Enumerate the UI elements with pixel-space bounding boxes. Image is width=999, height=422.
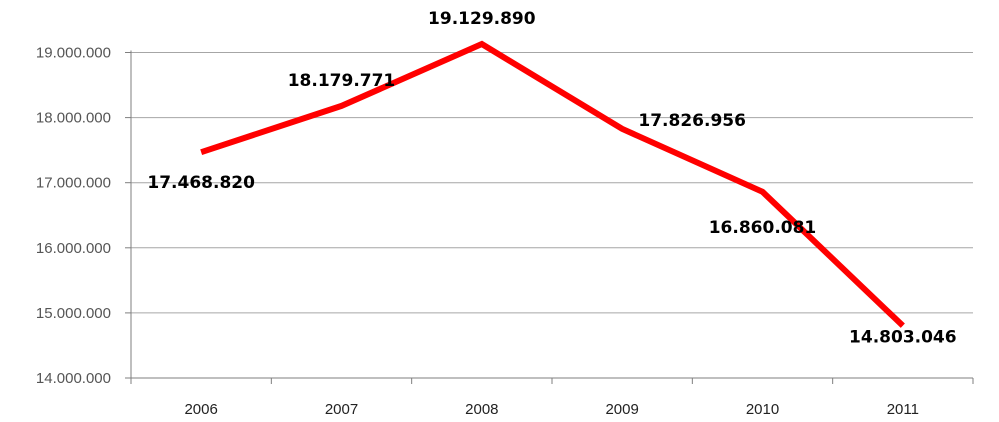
gridlines — [131, 52, 973, 314]
y-tick-label: 17.000.000 — [36, 175, 111, 192]
data-label: 16.860.081 — [709, 218, 817, 238]
y-tick-label: 16.000.000 — [36, 240, 111, 257]
x-tick-label: 2006 — [184, 401, 217, 418]
y-tick-label: 19.000.000 — [36, 45, 111, 62]
x-tick-label: 2011 — [887, 401, 919, 418]
data-labels: 17.468.820 18.179.771 19.129.890 17.826.956… — [147, 9, 956, 348]
y-axis-tick-labels: 14.000.000 15.000.000 16.000.000 17.000.000… — [36, 45, 111, 388]
series-layer — [200, 40, 905, 328]
data-label: 19.129.890 — [428, 9, 536, 29]
axes — [125, 50, 974, 384]
x-axis-tick-labels: 2006 2007 2008 2009 2010 2011 — [184, 401, 918, 418]
data-label: 17.468.820 — [147, 173, 255, 193]
y-tick-label: 18.000.000 — [36, 110, 111, 127]
series-line — [200, 40, 905, 328]
x-tick-label: 2008 — [465, 401, 498, 418]
y-tick-label: 14.000.000 — [36, 370, 111, 387]
data-label: 14.803.046 — [849, 328, 957, 348]
x-tick-label: 2007 — [325, 401, 358, 418]
data-label: 17.826.956 — [638, 111, 746, 131]
x-tick-label: 2009 — [605, 401, 638, 418]
data-label: 18.179.771 — [288, 71, 396, 91]
x-tick-label: 2010 — [746, 401, 779, 418]
y-tick-label: 15.000.000 — [36, 305, 111, 322]
